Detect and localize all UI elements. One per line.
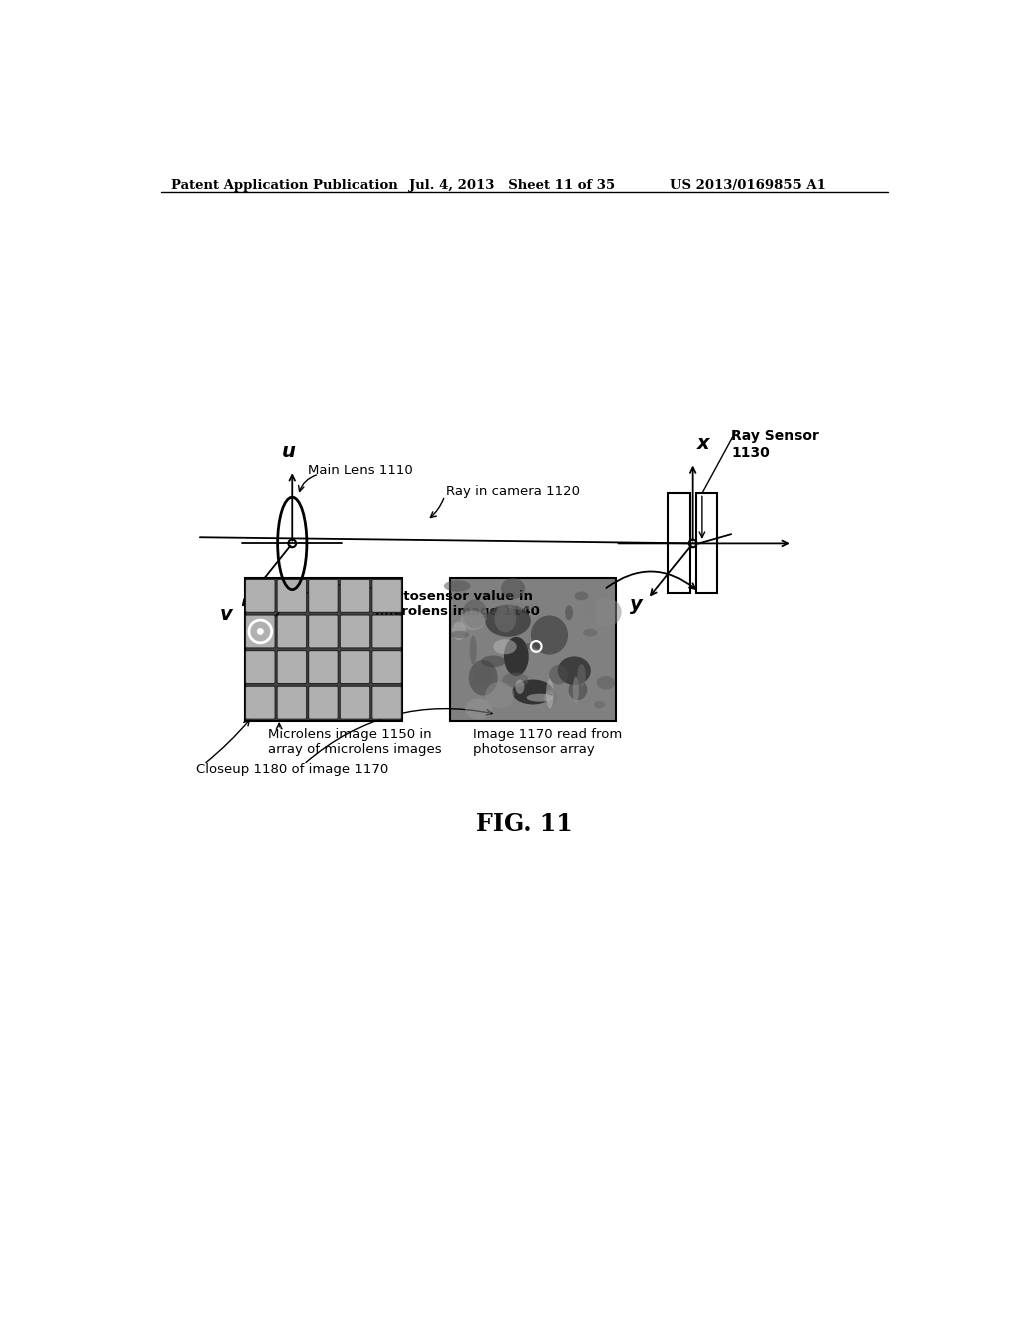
- FancyBboxPatch shape: [340, 686, 370, 719]
- FancyBboxPatch shape: [308, 615, 338, 648]
- Ellipse shape: [481, 656, 506, 667]
- Text: Main Lens 1110: Main Lens 1110: [307, 463, 413, 477]
- Ellipse shape: [549, 665, 568, 685]
- Ellipse shape: [494, 639, 517, 655]
- Ellipse shape: [530, 615, 568, 655]
- Text: FIG. 11: FIG. 11: [476, 812, 573, 837]
- Text: y: y: [630, 595, 643, 615]
- Ellipse shape: [568, 680, 588, 700]
- Ellipse shape: [592, 598, 622, 626]
- Ellipse shape: [565, 606, 573, 620]
- Ellipse shape: [508, 603, 536, 610]
- Text: Ray Sensor
1130: Ray Sensor 1130: [731, 429, 819, 459]
- Ellipse shape: [586, 594, 597, 623]
- Ellipse shape: [485, 682, 514, 708]
- Ellipse shape: [574, 591, 589, 601]
- Text: Photosensor value in
microlens image 1140: Photosensor value in microlens image 114…: [376, 590, 541, 618]
- Ellipse shape: [461, 611, 485, 631]
- Ellipse shape: [544, 690, 557, 705]
- Text: Image 1170 read from
photosensor array: Image 1170 read from photosensor array: [473, 729, 623, 756]
- FancyBboxPatch shape: [340, 579, 370, 612]
- FancyBboxPatch shape: [372, 651, 401, 684]
- FancyBboxPatch shape: [340, 615, 370, 648]
- FancyBboxPatch shape: [372, 579, 401, 612]
- Text: US 2013/0169855 A1: US 2013/0169855 A1: [670, 180, 825, 193]
- FancyBboxPatch shape: [278, 579, 306, 612]
- Text: Jul. 4, 2013   Sheet 11 of 35: Jul. 4, 2013 Sheet 11 of 35: [410, 180, 615, 193]
- FancyBboxPatch shape: [246, 686, 275, 719]
- Ellipse shape: [594, 701, 605, 709]
- Ellipse shape: [504, 636, 528, 676]
- Ellipse shape: [465, 698, 493, 719]
- Ellipse shape: [597, 676, 615, 689]
- FancyBboxPatch shape: [308, 579, 338, 612]
- Ellipse shape: [572, 677, 579, 704]
- Ellipse shape: [502, 673, 528, 688]
- FancyBboxPatch shape: [340, 651, 370, 684]
- Text: Ray in camera 1120: Ray in camera 1120: [446, 484, 581, 498]
- Ellipse shape: [463, 599, 487, 628]
- Ellipse shape: [485, 605, 530, 636]
- Ellipse shape: [443, 581, 471, 591]
- FancyBboxPatch shape: [308, 651, 338, 684]
- Ellipse shape: [470, 636, 477, 664]
- Ellipse shape: [568, 598, 597, 630]
- Ellipse shape: [558, 656, 591, 685]
- Ellipse shape: [512, 680, 554, 705]
- FancyBboxPatch shape: [278, 686, 306, 719]
- FancyBboxPatch shape: [246, 651, 275, 684]
- FancyBboxPatch shape: [308, 686, 338, 719]
- Ellipse shape: [546, 678, 554, 709]
- Text: Closeup 1180 of image 1170: Closeup 1180 of image 1170: [196, 763, 388, 776]
- Circle shape: [258, 628, 263, 634]
- Ellipse shape: [501, 578, 525, 599]
- Bar: [451, 578, 615, 721]
- Ellipse shape: [583, 628, 597, 636]
- Text: v: v: [220, 605, 233, 624]
- Bar: [668, 494, 689, 594]
- FancyBboxPatch shape: [246, 615, 275, 648]
- Ellipse shape: [495, 605, 516, 632]
- FancyBboxPatch shape: [372, 686, 401, 719]
- Ellipse shape: [473, 667, 493, 684]
- FancyBboxPatch shape: [372, 615, 401, 648]
- Text: x: x: [697, 433, 710, 453]
- Ellipse shape: [578, 664, 586, 688]
- Bar: [695, 494, 717, 594]
- Ellipse shape: [515, 680, 524, 694]
- Ellipse shape: [469, 660, 498, 696]
- Text: Microlens image 1150 in
array of microlens images: Microlens image 1150 in array of microle…: [267, 729, 441, 756]
- Ellipse shape: [452, 622, 466, 640]
- FancyBboxPatch shape: [278, 615, 306, 648]
- Ellipse shape: [526, 694, 553, 702]
- Bar: [245, 578, 402, 721]
- FancyBboxPatch shape: [246, 579, 275, 612]
- FancyBboxPatch shape: [278, 651, 306, 684]
- Text: Patent Application Publication: Patent Application Publication: [171, 180, 397, 193]
- Ellipse shape: [451, 631, 469, 639]
- Ellipse shape: [523, 643, 541, 649]
- Text: u: u: [282, 442, 295, 461]
